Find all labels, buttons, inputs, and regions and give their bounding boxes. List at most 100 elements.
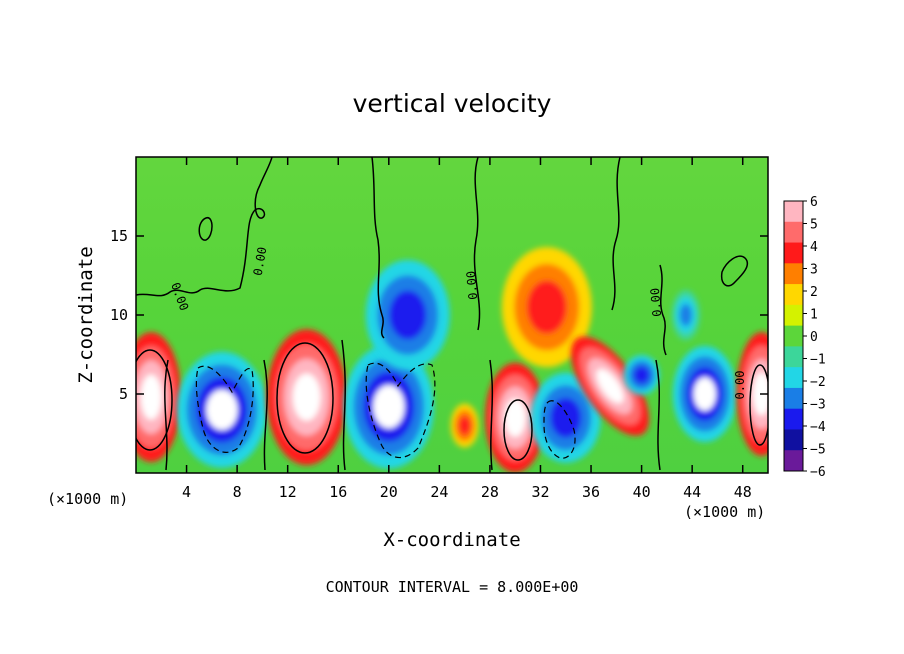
x-tick-label: 48 (734, 483, 752, 501)
contour-line (655, 359, 661, 471)
contour-line (659, 264, 667, 356)
contour-line (198, 217, 213, 241)
field-contour-fill (596, 368, 624, 404)
zero-contours (136, 157, 768, 471)
colorbar-label: −5 (810, 443, 826, 458)
y-tick-label: 5 (119, 385, 128, 403)
x-tick-label: 40 (633, 483, 651, 501)
x-tick-label: 20 (380, 483, 398, 501)
x-tick-label: 44 (683, 483, 701, 501)
field-contour-fill (679, 303, 693, 327)
contour-ring (749, 364, 768, 446)
field-feature (450, 403, 479, 448)
field-contour-fill (693, 377, 716, 411)
x-axis-label: X-coordinate (383, 529, 520, 551)
colorbar-swatch (784, 304, 803, 327)
x-tick-label: 24 (430, 483, 448, 501)
colorbar: 6 5 4 3 2 1 0 −1 −2 −3 −4 −5 −6 (783, 195, 826, 480)
field-contour-fill (633, 366, 650, 384)
contour-line (263, 359, 268, 471)
contour-line (720, 255, 749, 287)
colorbar-swatch (784, 325, 803, 347)
field-feature (365, 260, 450, 370)
contour-line (136, 157, 273, 297)
contour-line (341, 339, 346, 471)
colorbar-swatch (784, 387, 803, 410)
contour-label: 0.00 (464, 270, 480, 300)
field-contour-fill (504, 398, 526, 437)
colorbar-label: 2 (810, 285, 818, 300)
contour-ring (503, 399, 533, 461)
field-feature (266, 329, 347, 466)
negative-contours (195, 362, 576, 459)
colorbar-swatch (784, 242, 803, 264)
field-feature (736, 332, 768, 456)
colorbar-swatch (784, 450, 803, 472)
colorbar-swatch (784, 221, 803, 244)
field-feature (501, 247, 592, 368)
colorbar-label: 0 (810, 330, 818, 345)
colorbar-swatch (784, 367, 803, 389)
x-tick-label: 36 (582, 483, 600, 501)
field-feature (623, 355, 660, 396)
contour-label: 0.00 (251, 246, 270, 277)
colorbar-label: −6 (810, 465, 826, 480)
x-axis: 4 8 12 16 20 24 28 32 36 40 44 48 (182, 157, 752, 501)
colorbar-label: 1 (810, 308, 818, 323)
field-contour-fill (526, 280, 567, 334)
x-tick-label: 8 (233, 483, 242, 501)
field-feature (176, 351, 267, 468)
colorbar-swatch (784, 263, 803, 285)
contour-line (611, 157, 621, 311)
colorbar-swatch (784, 284, 803, 306)
x-tick-label: 16 (329, 483, 347, 501)
colorbar-label: −1 (810, 353, 826, 368)
colorbar-swatch (784, 429, 803, 451)
field-feature (570, 336, 650, 436)
colorbar-label: 5 (810, 218, 818, 233)
field-contour-fill (140, 374, 162, 420)
chart-title: vertical velocity (353, 89, 552, 118)
colorbar-label: 4 (810, 240, 818, 255)
colorbar-swatch (784, 201, 803, 223)
colorbar-label: 6 (810, 195, 818, 210)
contour-label: 0.00 (733, 371, 747, 400)
contour-line (371, 157, 385, 339)
contour-line (473, 157, 481, 331)
contour-interval-note: CONTOUR INTERVAL = 8.000E+00 (326, 578, 579, 596)
colorbar-label: −4 (810, 420, 826, 435)
contour-line-dashed (195, 365, 254, 453)
colorbar-label: 3 (810, 263, 818, 278)
x-unit-right: (×1000 m) (684, 503, 765, 521)
contour-line (489, 359, 494, 471)
field-contour-fill (389, 290, 427, 340)
colorbar-swatch (784, 408, 803, 430)
contour-ring (276, 342, 334, 454)
field-contour-fill (458, 415, 471, 436)
y-axis: 5 10 15 (110, 227, 768, 403)
field-feature (671, 290, 700, 340)
field-contour-fill (550, 397, 582, 438)
y-tick-label: 15 (110, 227, 128, 245)
x-tick-label: 12 (279, 483, 297, 501)
y-tick-label: 10 (110, 306, 128, 324)
field-contour-fill (373, 385, 405, 429)
field-contour-fill (292, 373, 321, 421)
plot-area: 0.00 0.00 0.00 0.00 0.00 (136, 157, 768, 473)
contour-line (164, 359, 169, 471)
x-unit-left: (×1000 m) (47, 490, 128, 508)
colorbar-label: −3 (810, 398, 826, 413)
colorbar-label: −2 (810, 375, 826, 390)
x-tick-label: 32 (531, 483, 549, 501)
contour-label: 0.00 (648, 287, 664, 317)
y-axis-label: Z-coordinate (75, 246, 97, 383)
field-contour-fill (206, 389, 238, 430)
field-feature (672, 346, 737, 442)
x-tick-label: 28 (481, 483, 499, 501)
x-tick-label: 4 (182, 483, 191, 501)
field-feature (136, 332, 182, 463)
colorbar-swatch (784, 346, 803, 368)
contour-ring (136, 349, 173, 451)
contour-line-dashed (365, 362, 436, 459)
